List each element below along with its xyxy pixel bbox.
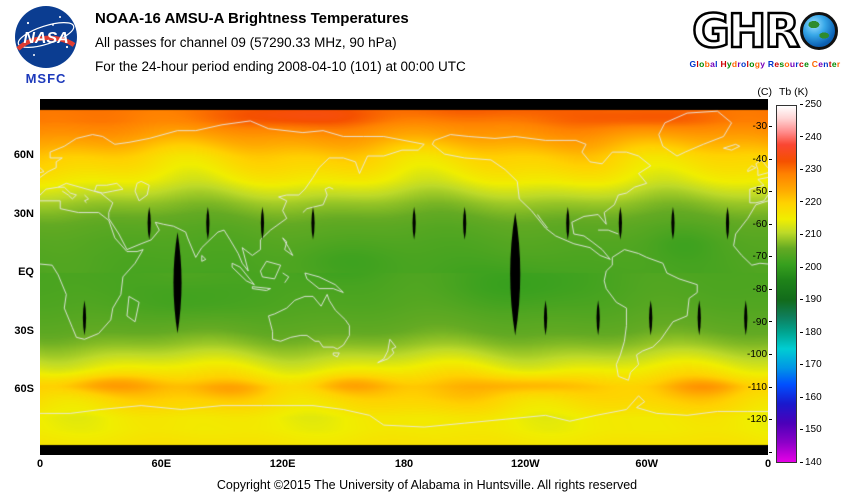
colorbar-c-tick--50: -50 bbox=[741, 187, 772, 197]
colorbar-k-tick-140: 140 bbox=[800, 458, 822, 468]
colorbar-k-tick-160: 160 bbox=[800, 392, 822, 403]
y-axis-label-30N: 30N bbox=[13, 207, 34, 220]
colorbar-k-tick-190: 190 bbox=[800, 295, 822, 305]
colorbar-k-tick-170: 170 bbox=[800, 360, 822, 370]
nasa-wordmark: NASA bbox=[23, 30, 68, 47]
colorbar-k-tick-230: 230 bbox=[800, 165, 822, 175]
colorbar bbox=[776, 105, 797, 463]
colorbar-c-tick--80: -80 bbox=[741, 285, 772, 295]
colorbar-k-tick-250: 250 bbox=[800, 100, 822, 110]
colorbar-k-tick-180: 180 bbox=[800, 327, 822, 338]
colorbar-kelvin-title: Tb (K) bbox=[779, 86, 809, 98]
y-axis-label-60S: 60S bbox=[14, 383, 34, 395]
subtitle-channel: All passes for channel 09 (57290.33 MHz,… bbox=[95, 35, 397, 50]
msfc-label: MSFC bbox=[25, 71, 67, 86]
ghrc-wordmark: GHR bbox=[691, 4, 801, 58]
brightness-temperature-map bbox=[40, 99, 768, 455]
colorbar-k-tick-220: 220 bbox=[800, 197, 822, 208]
x-axis-label-0: 0 bbox=[36, 458, 44, 470]
colorbar-k-tick-200: 200 bbox=[800, 262, 822, 273]
x-axis-label-4: 120W bbox=[510, 458, 540, 470]
x-axis-label-3: 180 bbox=[394, 458, 414, 470]
colorbar-c-tick--30: -30 bbox=[741, 122, 772, 132]
nasa-swoosh-icon bbox=[16, 35, 76, 51]
subtitle-period: For the 24-hour period ending 2008-04-10… bbox=[95, 59, 466, 74]
page-title: NOAA-16 AMSU-A Brightness Temperatures bbox=[95, 10, 409, 27]
colorbar-c-tick--120: -120 bbox=[741, 415, 772, 425]
colorbar-c-tick--60: -60 bbox=[741, 219, 772, 230]
nasa-logo: NASA bbox=[15, 6, 77, 68]
globe-icon bbox=[799, 12, 838, 50]
colorbar-c-tick--110: -110 bbox=[741, 382, 772, 393]
y-axis-label-60N: 60N bbox=[13, 149, 34, 161]
colorbar-c-tick--100: -100 bbox=[741, 350, 772, 360]
ghrc-logo: GHR Global Hydrology Resource Center bbox=[680, 4, 850, 69]
colorbar-k-tick-240: 240 bbox=[800, 132, 822, 143]
colorbar-c-tick--130: -130 bbox=[741, 447, 772, 458]
ghrc-tagline: Global Hydrology Resource Center bbox=[689, 59, 841, 69]
colorbar-celsius-title: (C) bbox=[757, 86, 772, 98]
colorbar-k-tick-210: 210 bbox=[800, 230, 822, 240]
colorbar-c-tick--40: -40 bbox=[741, 154, 772, 165]
copyright: Copyright ©2015 The University of Alabam… bbox=[216, 478, 638, 492]
nasa-orbit-icon bbox=[17, 22, 75, 48]
x-axis-label-5: 60W bbox=[635, 458, 658, 470]
colorbar-c-tick--70: -70 bbox=[741, 252, 772, 262]
x-axis-label-2: 120E bbox=[269, 458, 296, 470]
x-axis-label-6: 0 bbox=[764, 458, 772, 470]
colorbar-c-tick--90: -90 bbox=[741, 317, 772, 328]
x-axis-label-1: 60E bbox=[151, 458, 172, 470]
y-axis-label-30S: 30S bbox=[14, 324, 34, 337]
y-axis-label-EQ: EQ bbox=[18, 266, 34, 278]
colorbar-k-tick-150: 150 bbox=[800, 425, 822, 435]
